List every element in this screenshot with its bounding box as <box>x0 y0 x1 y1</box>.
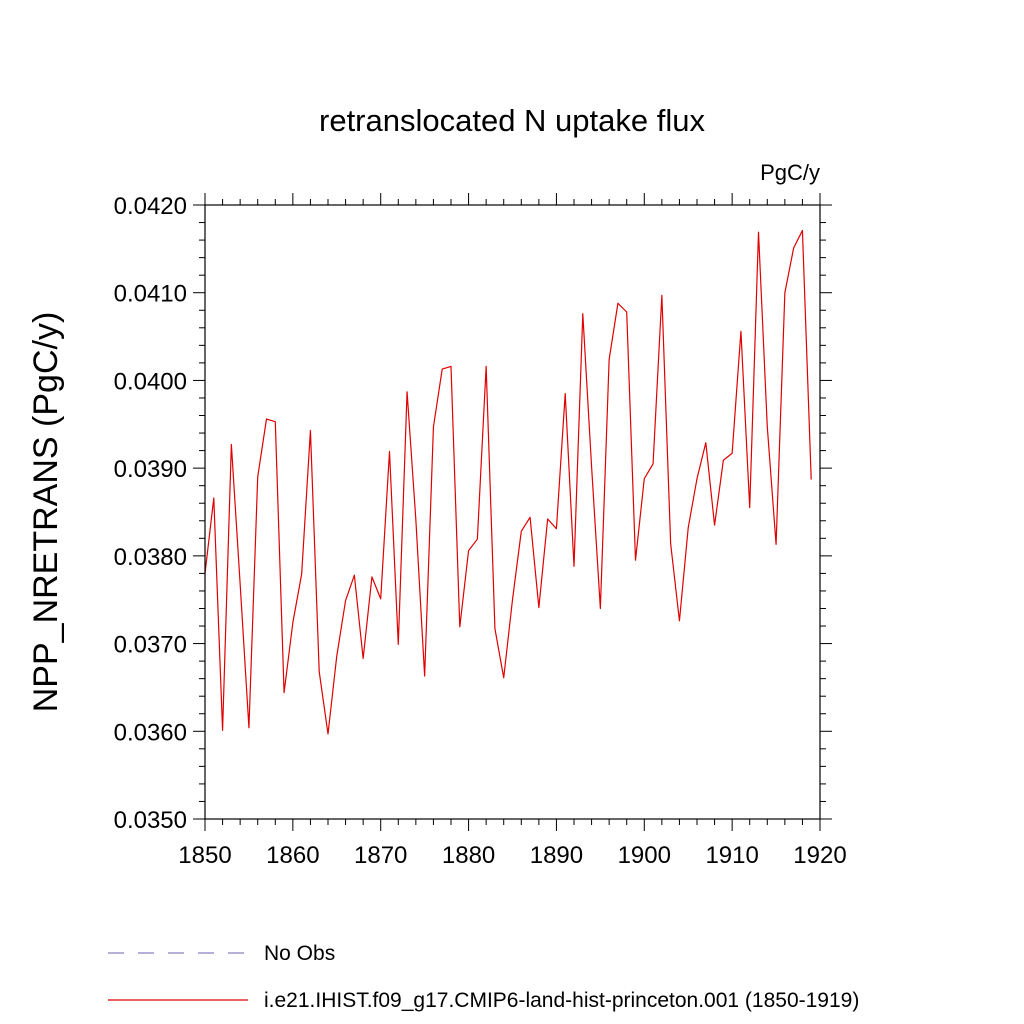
x-tick-label: 1890 <box>530 842 583 869</box>
axis-ticks <box>193 193 832 831</box>
y-tick-label: 0.0420 <box>114 193 187 220</box>
x-tick-label: 1860 <box>266 842 319 869</box>
y-tick-label: 0.0360 <box>114 719 187 746</box>
series-layer <box>204 229 812 735</box>
legend-label-model-run: i.e21.IHIST.f09_g17.CMIP6-land-hist-prin… <box>264 989 859 1012</box>
legend-label-no-obs: No Obs <box>264 942 335 965</box>
y-tick-label: 0.0390 <box>114 456 187 483</box>
x-tick-label: 1920 <box>793 842 846 869</box>
x-tick-label: 1870 <box>354 842 407 869</box>
x-tick-label: 1850 <box>178 842 231 869</box>
y-tick-label: 0.0380 <box>114 544 187 571</box>
y-tick-label: 0.0410 <box>114 281 187 308</box>
units-label: PgC/y <box>760 160 820 185</box>
x-tick-label: 1900 <box>618 842 671 869</box>
x-tick-label: 1880 <box>442 842 495 869</box>
y-tick-label: 0.0370 <box>114 632 187 659</box>
y-tick-label: 0.0400 <box>114 368 187 395</box>
series-line <box>204 229 812 735</box>
plot-frame <box>204 204 821 820</box>
legend: No Obs i.e21.IHIST.f09_g17.CMIP6-land-hi… <box>108 942 859 1012</box>
x-tick-label: 1910 <box>705 842 758 869</box>
axis-tick-labels: 1850 1860 1870 1880 1890 1900 1910 1920 0.0350 0.… <box>114 193 847 869</box>
chart-title: retranslocated N uptake flux <box>319 103 705 138</box>
y-axis-label: NPP_NRETRANS (PgC/y) <box>27 312 65 713</box>
y-tick-label: 0.0350 <box>114 807 187 834</box>
